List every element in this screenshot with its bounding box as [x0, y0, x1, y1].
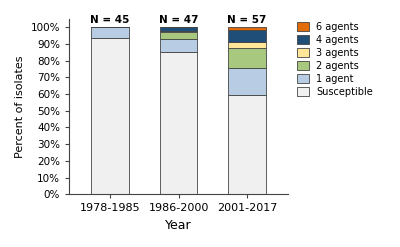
- Y-axis label: Percent of isolates: Percent of isolates: [15, 55, 25, 158]
- Bar: [160, 40, 197, 52]
- Bar: [228, 48, 266, 68]
- Bar: [228, 68, 266, 95]
- Bar: [228, 42, 266, 48]
- Bar: [160, 32, 197, 40]
- Bar: [228, 95, 266, 194]
- Bar: [228, 27, 266, 30]
- Bar: [160, 27, 197, 31]
- Bar: [91, 27, 129, 38]
- Bar: [91, 38, 129, 194]
- Text: N = 57: N = 57: [227, 15, 267, 24]
- Bar: [228, 30, 266, 42]
- Legend: 6 agents, 4 agents, 3 agents, 2 agents, 1 agent, Susceptible: 6 agents, 4 agents, 3 agents, 2 agents, …: [295, 20, 375, 99]
- Bar: [160, 52, 197, 194]
- Text: N = 45: N = 45: [90, 15, 130, 24]
- X-axis label: Year: Year: [165, 219, 192, 232]
- Bar: [160, 31, 197, 32]
- Text: N = 47: N = 47: [159, 15, 198, 24]
